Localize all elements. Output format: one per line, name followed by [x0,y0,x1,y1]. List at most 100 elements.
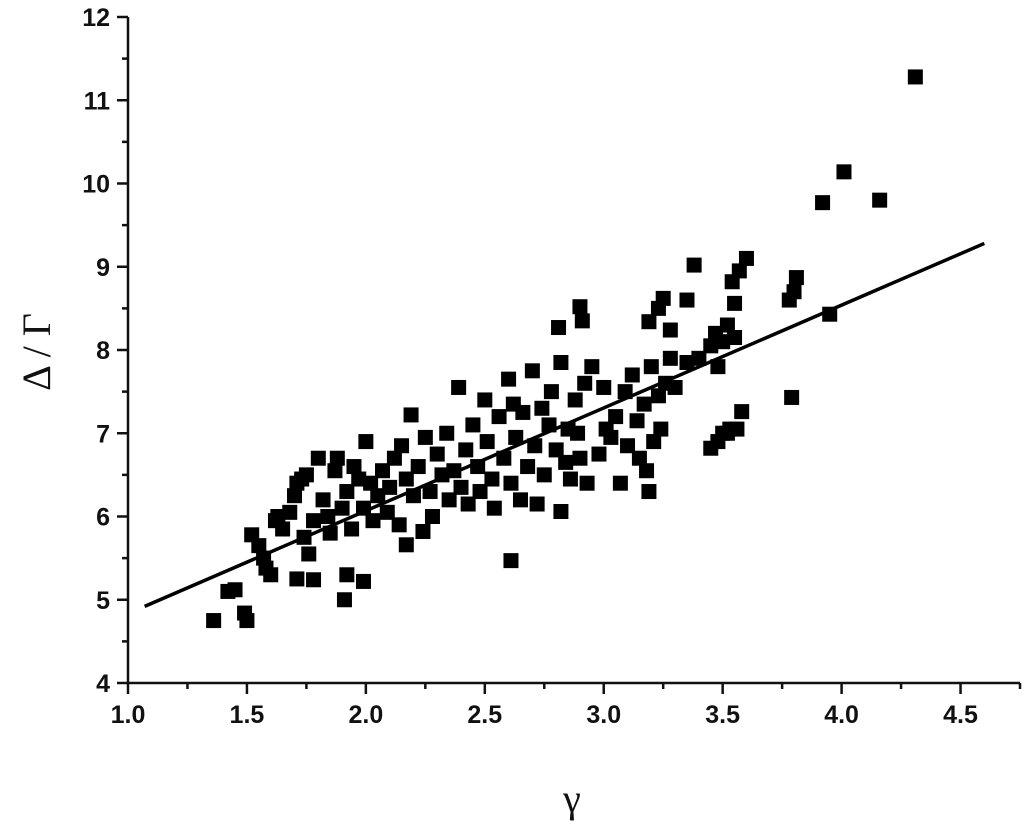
x-tick-label: 1.0 [111,701,146,729]
data-point [548,442,564,458]
data-point [287,488,303,504]
data-point [584,359,600,375]
data-point [453,479,469,495]
data-point [491,409,507,425]
data-point [370,488,386,504]
data-point [679,292,695,308]
data-point [227,582,243,598]
data-point [503,553,519,569]
data-point [574,313,590,329]
data-point [662,350,678,366]
data-point [727,295,743,311]
data-point [691,350,707,366]
data-point [558,454,574,470]
data-point [508,429,524,445]
data-point [472,484,488,500]
data-point [394,438,410,454]
data-point [439,425,455,441]
data-point [334,500,350,516]
data-point [346,459,362,475]
data-point [727,330,743,346]
data-point [629,413,645,429]
y-tick-label: 7 [96,420,110,448]
data-point [562,471,578,487]
data-point [527,438,543,454]
data-point [275,521,291,537]
data-point [662,322,678,338]
data-point [375,463,391,479]
data-point [503,475,519,491]
data-point [650,388,666,404]
data-point [907,69,923,85]
data-point [417,429,433,445]
data-point [479,434,495,450]
data-point [734,404,750,420]
data-point [639,463,655,479]
y-axis-label: Δ / Γ [14,313,59,391]
data-point [441,492,457,508]
data-point [579,475,595,491]
data-point [570,425,586,441]
data-point [786,284,802,300]
y-tick-label: 10 [82,171,110,199]
data-point [577,375,593,391]
data-point [351,471,367,487]
data-point [239,613,255,629]
data-point [336,592,352,608]
data-point [710,359,726,375]
data-point [206,613,222,629]
data-point [410,459,426,475]
data-point [529,496,545,512]
y-tick-label: 6 [96,504,110,532]
data-point [339,484,355,500]
data-point [301,546,317,562]
data-point [391,517,407,533]
data-point [636,396,652,412]
data-point [667,379,683,395]
y-tick-label: 5 [96,587,110,615]
data-point [486,500,502,516]
data-point [320,509,336,524]
data-point [306,572,322,588]
data-point [382,479,398,495]
data-point [298,467,314,483]
data-point [536,467,552,483]
data-point [310,450,326,466]
data-point [715,334,731,350]
data-point [501,371,517,387]
x-tick-label: 3.0 [586,701,621,729]
data-point [553,354,569,370]
data-point [477,392,493,408]
data-point [306,513,322,529]
data-point [608,409,624,425]
data-point [365,513,381,529]
data-point [484,471,500,487]
x-tick-label: 2.0 [348,701,383,729]
data-point [543,384,559,400]
data-point [465,417,481,433]
data-point [703,338,719,354]
data-point [363,475,379,491]
data-point [631,450,647,466]
data-point [398,471,414,487]
data-point [451,379,467,395]
data-point [572,299,588,315]
y-tick-label: 9 [96,254,110,282]
data-point [355,573,371,589]
data-point [738,250,754,266]
data-point [327,463,343,479]
data-point [534,400,550,416]
data-point [524,363,540,379]
data-point [620,438,636,454]
data-point [270,509,286,524]
y-tick-label: 12 [82,4,110,32]
data-point [643,359,659,375]
data-point [282,504,298,520]
data-point [403,407,419,423]
x-tick-label: 3.5 [705,701,740,729]
data-point [646,434,662,450]
data-point [429,446,445,462]
x-tick-label: 2.5 [467,701,502,729]
data-point [679,354,695,370]
data-point [422,484,438,500]
